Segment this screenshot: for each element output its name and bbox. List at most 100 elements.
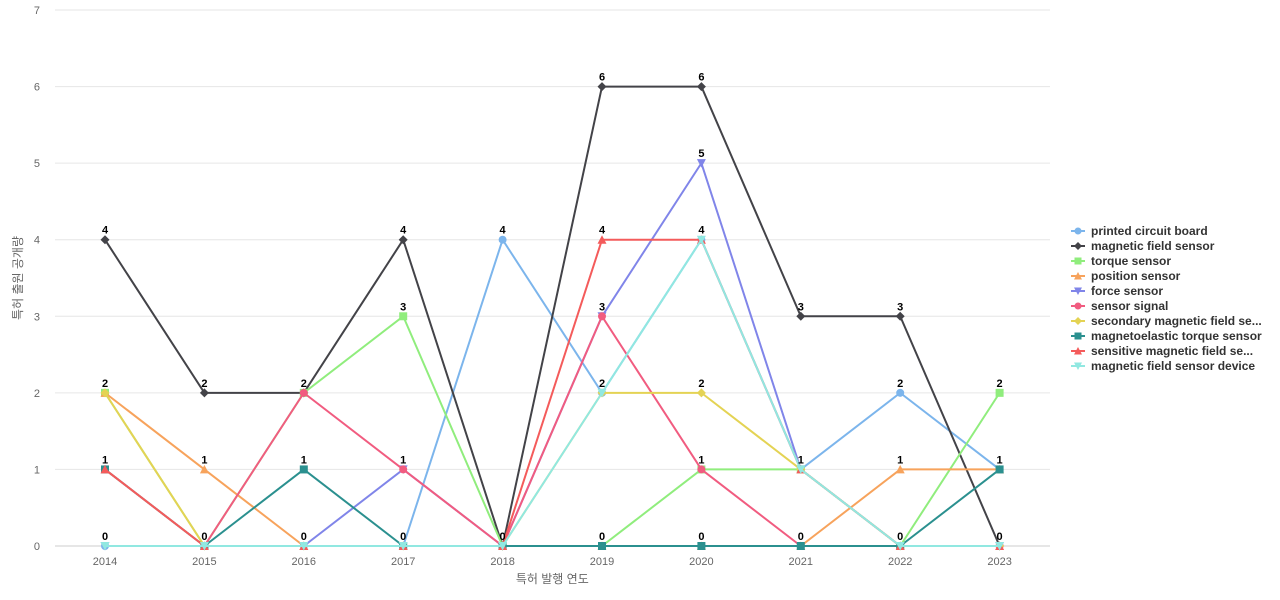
data-point [498, 235, 507, 244]
data-label: 2 [698, 378, 704, 390]
legend-label: magnetic field sensor device [1091, 359, 1255, 373]
data-point [299, 388, 308, 397]
data-label: 4 [400, 225, 407, 237]
data-point [796, 542, 805, 550]
data-label: 2 [997, 378, 1003, 390]
y-tick-label: 3 [34, 311, 40, 323]
data-point [696, 82, 706, 92]
legend-item: magnetic field sensor [1071, 239, 1215, 253]
series-group [100, 82, 1005, 551]
data-label: 4 [698, 225, 705, 237]
data-label: 1 [201, 454, 207, 466]
legend-item: force sensor [1071, 284, 1163, 298]
legend-marker [1074, 332, 1082, 340]
legend-label: printed circuit board [1091, 224, 1208, 238]
series-7 [101, 465, 1004, 550]
data-label: 0 [500, 531, 506, 543]
legend-marker [1074, 347, 1082, 355]
x-axis-title: 특허 발행 연도 [516, 571, 589, 586]
data-label: 0 [698, 531, 704, 543]
y-tick-label: 7 [34, 5, 40, 17]
legend-label: force sensor [1091, 284, 1163, 298]
data-labels: 0 4 2 1 0 2 1 0 2 1 0 4 3 1 4 0 2 6 0 3 4 4 6 1 0 5 2 1 3 0 2 3 0 1 1 0 2 [102, 72, 1003, 543]
y-tick-label: 0 [34, 541, 40, 553]
data-point [995, 542, 1005, 551]
y-axis-title: 특허 출원 공개량 [11, 236, 25, 320]
data-point [299, 542, 309, 551]
legend-item: position sensor [1071, 269, 1181, 283]
legend-marker [1074, 302, 1082, 310]
legend-marker [1074, 272, 1082, 280]
data-point [498, 542, 508, 551]
data-label: 1 [798, 454, 804, 466]
series-5 [101, 312, 1004, 550]
data-label: 0 [102, 531, 108, 543]
data-point [597, 388, 607, 398]
data-label: 0 [201, 531, 207, 543]
data-point [100, 542, 110, 551]
data-point [398, 235, 408, 245]
x-tick-label: 2022 [888, 556, 912, 568]
data-point [696, 235, 706, 245]
data-label: 2 [301, 378, 307, 390]
data-label: 4 [500, 225, 507, 237]
data-point [796, 311, 806, 321]
data-point [598, 312, 606, 321]
legend-marker [1074, 317, 1082, 325]
x-tick-label: 2017 [391, 556, 415, 568]
legend-marker [1074, 227, 1082, 235]
data-label: 0 [897, 531, 903, 543]
data-label: 1 [102, 454, 108, 466]
series-line [104, 85, 1001, 547]
data-label: 3 [798, 301, 804, 313]
data-label: 4 [599, 225, 606, 237]
data-label: 5 [698, 148, 704, 160]
legend-item: magnetic field sensor device [1071, 359, 1255, 373]
legend-item: torque sensor [1071, 254, 1171, 268]
data-label: 1 [997, 454, 1003, 466]
data-point [697, 465, 706, 474]
y-tick-label: 2 [34, 388, 40, 400]
data-label: 2 [102, 378, 108, 390]
legend-label: sensitive magnetic field se... [1091, 344, 1253, 358]
data-label: 6 [599, 72, 605, 84]
data-point [399, 312, 408, 321]
data-point [896, 388, 905, 397]
legend-label: torque sensor [1091, 254, 1171, 268]
data-label: 6 [698, 72, 704, 84]
x-tick-label: 2018 [490, 556, 514, 568]
data-point [597, 82, 607, 92]
y-tick-label: 1 [34, 464, 40, 476]
x-tick-label: 2020 [689, 556, 713, 568]
data-point [597, 235, 607, 244]
x-tick-label: 2019 [590, 556, 614, 568]
data-label: 1 [698, 454, 704, 466]
data-label: 1 [897, 454, 903, 466]
data-label: 3 [400, 301, 406, 313]
legend-item: printed circuit board [1071, 224, 1208, 238]
data-label: 0 [599, 531, 605, 543]
x-tick-label: 2014 [93, 556, 117, 568]
x-tick-label: 2016 [292, 556, 316, 568]
legend-label: position sensor [1091, 269, 1181, 283]
data-label: 2 [201, 378, 207, 390]
data-label: 2 [599, 378, 605, 390]
x-tick-label: 2023 [987, 556, 1011, 568]
data-label: 3 [897, 301, 903, 313]
legend-marker [1074, 257, 1082, 265]
series-line [104, 468, 1001, 547]
legend-label: sensor signal [1091, 299, 1168, 313]
data-point [100, 388, 110, 398]
y-tick-label: 4 [34, 235, 40, 247]
data-point [398, 542, 408, 551]
data-point [895, 464, 905, 474]
legend-item: magnetoelastic torque sensor [1071, 329, 1262, 343]
legend-marker [1074, 287, 1082, 295]
data-point [696, 388, 706, 398]
data-label: 0 [798, 531, 804, 543]
legend-item: secondary magnetic field se... [1071, 314, 1262, 328]
legend-label: magnetoelastic torque sensor [1091, 329, 1262, 343]
x-tick-label: 2015 [192, 556, 216, 568]
data-label: 0 [997, 531, 1003, 543]
